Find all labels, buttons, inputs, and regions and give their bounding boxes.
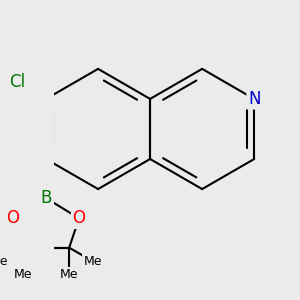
Text: Me: Me (14, 268, 32, 281)
Text: B: B (40, 189, 52, 207)
Text: N: N (248, 90, 260, 108)
Text: O: O (7, 209, 20, 227)
Text: Me: Me (60, 268, 78, 281)
Text: O: O (73, 209, 85, 227)
Text: Me: Me (0, 255, 9, 268)
Text: Cl: Cl (9, 74, 26, 92)
Text: Me: Me (83, 255, 102, 268)
